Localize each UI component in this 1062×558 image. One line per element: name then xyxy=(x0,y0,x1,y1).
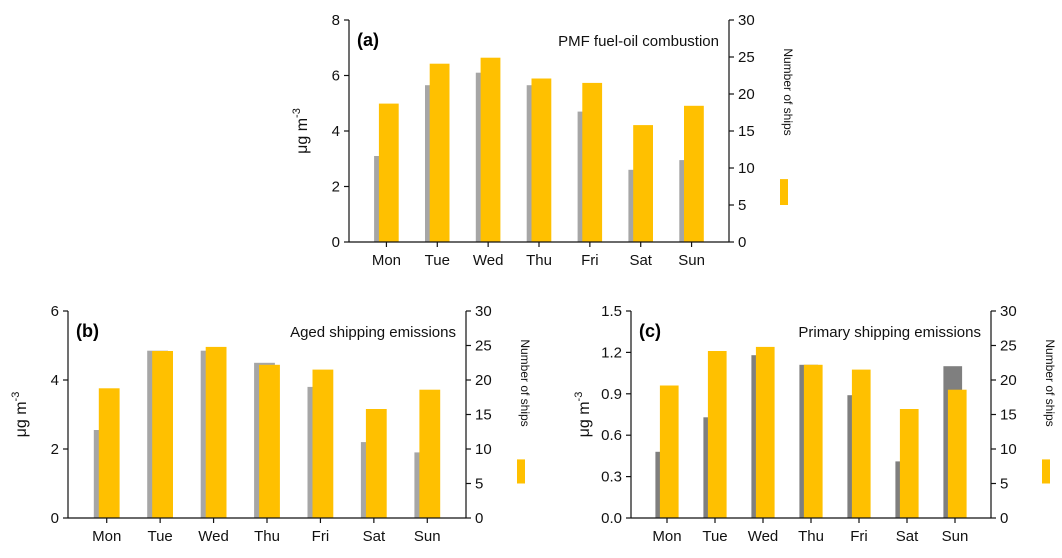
x-tick-label-mon: Mon xyxy=(652,528,681,545)
x-tick-label-thu: Thu xyxy=(254,528,280,545)
ships-bar-mon xyxy=(98,388,120,518)
left-tick-label: 2 xyxy=(51,441,59,458)
x-tick-label-sat: Sat xyxy=(896,528,919,545)
y-axis-label: μg m-3 xyxy=(291,108,311,154)
ships-bar-wed xyxy=(755,346,775,518)
left-tick-label: 6 xyxy=(51,303,59,320)
x-tick-label-sun: Sun xyxy=(942,528,969,545)
x-tick-label-sun: Sun xyxy=(678,252,705,269)
chart-panel-1: 0 2 4 6 8 0 5 10 15 20 25 30 Mon Tue Wed Thu Fri Sat Sun (a… xyxy=(291,12,795,269)
right-tick-label: 0 xyxy=(475,510,483,527)
ships-bar-thu xyxy=(803,364,823,518)
ships-legend-swatch xyxy=(517,459,525,484)
x-tick-label-wed: Wed xyxy=(198,528,229,545)
x-tick-label-wed: Wed xyxy=(748,528,779,545)
ships-bar-mon xyxy=(659,385,679,518)
x-tick-label-sun: Sun xyxy=(414,528,441,545)
ships-bar-sat xyxy=(633,125,653,242)
x-tick-label-tue: Tue xyxy=(147,528,172,545)
right-tick-label: 15 xyxy=(475,407,492,424)
ships-legend-swatch xyxy=(780,179,788,205)
x-tick-label-tue: Tue xyxy=(702,528,727,545)
ships-bar-thu xyxy=(531,78,552,242)
right-tick-label: 10 xyxy=(1000,441,1017,458)
right-tick-label: 30 xyxy=(475,303,492,320)
x-tick-label-tue: Tue xyxy=(425,252,450,269)
ships-bar-sun xyxy=(684,105,704,242)
right-tick-label: 10 xyxy=(475,441,492,458)
ships-bar-tue xyxy=(707,351,727,518)
left-tick-label: 1.2 xyxy=(601,344,622,361)
x-tick-label-fri: Fri xyxy=(850,528,868,545)
right-tick-label: 10 xyxy=(738,160,755,177)
right-tick-label: 15 xyxy=(1000,407,1017,424)
right-tick-label: 5 xyxy=(1000,476,1008,493)
right-tick-label: 25 xyxy=(1000,338,1017,355)
left-tick-label: 4 xyxy=(51,372,59,389)
x-tick-label-mon: Mon xyxy=(372,252,401,269)
ships-bar-sat xyxy=(365,409,387,518)
left-tick-label: 0 xyxy=(51,510,59,527)
right-tick-label: 0 xyxy=(738,234,746,251)
chart-title: Aged shipping emissions xyxy=(290,324,456,341)
right-tick-label: 30 xyxy=(738,12,755,29)
ships-bar-mon xyxy=(378,103,399,242)
x-tick-label-mon: Mon xyxy=(92,528,121,545)
ships-bar-tue xyxy=(429,63,450,243)
ships-bar-fri xyxy=(851,369,871,518)
chart-panel-3: 0.0 0.3 0.6 0.9 1.2 1.5 0 5 10 15 20 25 30 Mon Tue Wed T… xyxy=(573,303,1057,545)
x-tick-label-thu: Thu xyxy=(798,528,824,545)
left-tick-label: 6 xyxy=(332,68,340,85)
right-tick-label: 20 xyxy=(475,372,492,389)
right-tick-label: 20 xyxy=(738,86,755,103)
panel-label: (b) xyxy=(76,321,99,341)
right-tick-label: 15 xyxy=(738,123,755,140)
x-tick-label-thu: Thu xyxy=(526,252,552,269)
right-tick-label: 20 xyxy=(1000,372,1017,389)
left-tick-label: 4 xyxy=(332,123,340,140)
y2-axis-label: Number of ships xyxy=(518,339,532,426)
ships-legend-swatch xyxy=(1042,459,1050,484)
ships-bar-fri xyxy=(582,82,603,243)
y2-axis-label: Number of ships xyxy=(781,48,795,135)
y2-axis-label: Number of ships xyxy=(1043,339,1057,426)
ships-bar-tue xyxy=(152,351,173,518)
left-tick-label: 0.3 xyxy=(601,469,622,486)
left-tick-label: 2 xyxy=(332,179,340,196)
left-tick-label: 0.0 xyxy=(601,510,622,527)
ships-bar-sun xyxy=(419,389,441,518)
chart-title: Primary shipping emissions xyxy=(798,324,981,341)
ships-bar-fri xyxy=(312,369,334,518)
right-tick-label: 5 xyxy=(738,197,746,214)
right-tick-label: 25 xyxy=(738,49,755,66)
ships-bar-sat xyxy=(899,409,919,518)
panel-label: (a) xyxy=(357,30,379,50)
ships-bar-sun xyxy=(947,389,967,518)
right-tick-label: 30 xyxy=(1000,303,1017,320)
x-tick-label-fri: Fri xyxy=(312,528,330,545)
ships-bar-thu xyxy=(259,364,280,518)
ships-bar-wed xyxy=(480,57,501,243)
chart-title: PMF fuel-oil combustion xyxy=(558,33,719,50)
left-tick-label: 0.9 xyxy=(601,386,622,403)
left-tick-label: 0 xyxy=(332,234,340,251)
left-tick-label: 0.6 xyxy=(601,427,622,444)
right-tick-label: 0 xyxy=(1000,510,1008,527)
x-tick-label-wed: Wed xyxy=(473,252,504,269)
y-axis-label: μg m-3 xyxy=(573,392,593,438)
left-tick-label: 8 xyxy=(332,12,340,29)
panel-label: (c) xyxy=(639,321,661,341)
left-tick-label: 1.5 xyxy=(601,303,622,320)
ships-bar-wed xyxy=(205,346,227,518)
x-tick-label-sat: Sat xyxy=(363,528,386,545)
x-tick-label-fri: Fri xyxy=(581,252,599,269)
right-tick-label: 25 xyxy=(475,338,492,355)
x-tick-label-sat: Sat xyxy=(629,252,652,269)
chart-panel-2: 0 2 4 6 0 5 10 15 20 25 30 Mon Tue Wed Thu Fri Sat Sun (b)… xyxy=(10,303,532,545)
y-axis-label: μg m-3 xyxy=(10,392,30,438)
right-tick-label: 5 xyxy=(475,476,483,493)
